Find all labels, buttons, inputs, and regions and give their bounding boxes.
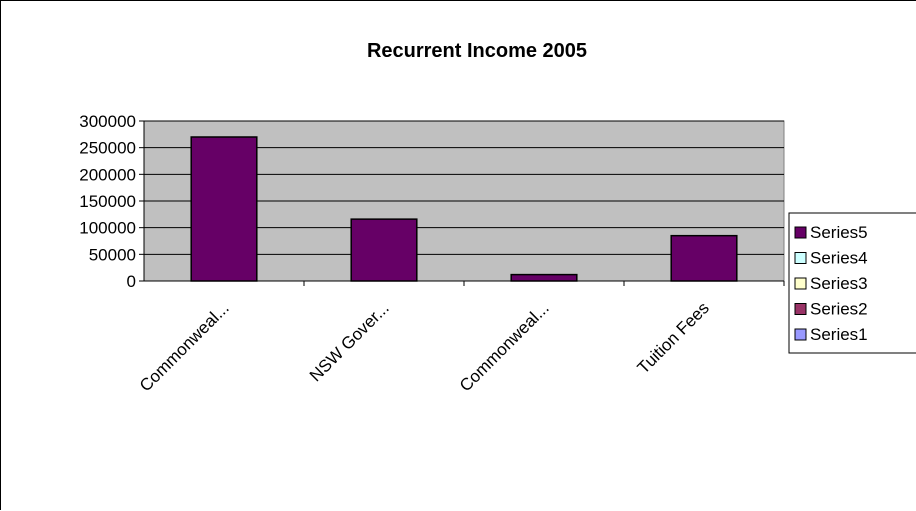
legend-label: Series1 [810, 325, 868, 344]
bar [670, 234, 738, 282]
legend-swatch [794, 277, 807, 290]
legend-box [788, 212, 916, 354]
legend-label: Series5 [810, 223, 868, 242]
chart-title: Recurrent Income 2005 [367, 40, 587, 62]
legend: Series5 Series4 Series3 Series2 Series1 [788, 212, 916, 354]
legend-label: Series4 [810, 249, 868, 268]
legend-label: Series3 [810, 274, 868, 293]
legend-label: Series2 [810, 300, 868, 319]
legend-swatch [794, 303, 807, 315]
y-tick-label: 250000 [79, 139, 136, 158]
bar [350, 218, 418, 282]
x-tick-label: Commonweal... [456, 298, 553, 395]
y-tick-label: 0 [127, 272, 136, 291]
x-tick-label: NSW Gover... [306, 298, 393, 385]
x-tick-label: Tuition Fees [634, 298, 713, 377]
bar [190, 136, 258, 282]
y-tick-label: 100000 [79, 219, 136, 238]
y-tick-label: 50000 [89, 245, 136, 264]
y-tick-label: 300000 [79, 112, 136, 131]
y-tick-label: 200000 [79, 165, 136, 184]
bar [510, 273, 578, 282]
y-tick-label: 150000 [79, 192, 136, 211]
x-tick-label: Commonweal... [136, 298, 233, 395]
legend-swatch [794, 328, 807, 341]
plot-area: 0 50000 100000 150000 200000 250000 300000 Comm… [79, 112, 785, 395]
legend-swatch [794, 252, 807, 264]
legend-swatch [794, 226, 807, 239]
